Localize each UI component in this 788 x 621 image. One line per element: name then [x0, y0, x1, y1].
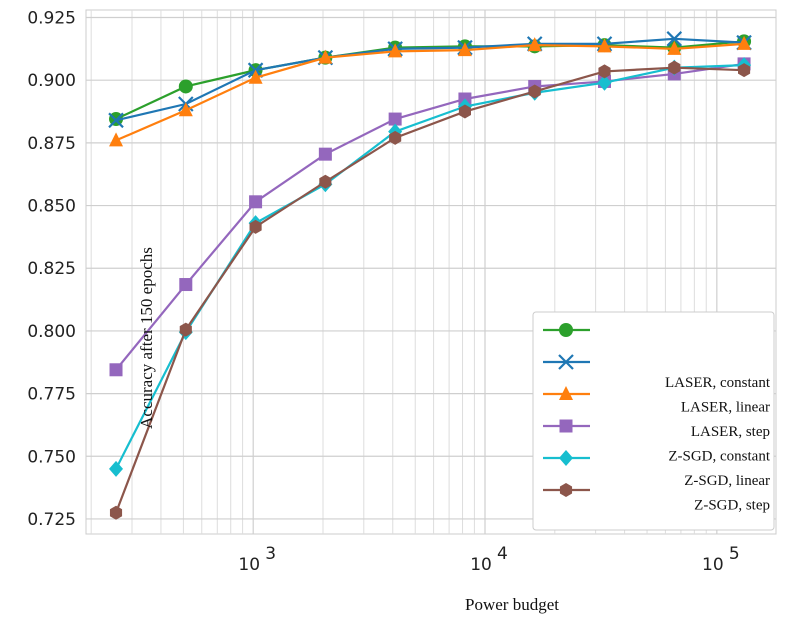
marker-x-stroke [558, 354, 574, 370]
marker-x [666, 31, 683, 47]
series-line [115, 37, 745, 122]
series-2 [109, 35, 752, 147]
y-axis-title: Accuracy after 150 epochs [137, 247, 156, 429]
series-line [115, 40, 745, 121]
legend-handle [543, 483, 590, 497]
legend-label: LASER, constant [665, 375, 771, 391]
y-tick-label: 0.925 [27, 9, 76, 29]
marker-square [179, 278, 193, 292]
legend-label: Z-SGD, step [694, 498, 770, 514]
marker-square [318, 147, 332, 161]
marker-triangle [737, 35, 752, 50]
y-tick-labels: 0.925 0.900 0.875 0.850 0.825 0.800 0.775 0.750… [27, 9, 76, 530]
marker-diamond [109, 460, 124, 477]
marker-square [388, 112, 402, 126]
x-tick-label: 10 [238, 555, 260, 575]
legend-handle [543, 450, 590, 466]
marker-triangle [318, 49, 333, 64]
legend-box [532, 311, 775, 531]
y-tick-label: 0.900 [27, 71, 76, 91]
marker-hexagon [179, 322, 192, 337]
y-tick-label: 0.850 [27, 197, 76, 217]
marker-square [249, 195, 263, 209]
x-tick-exponent: 4 [497, 544, 508, 564]
marker-hexagon [559, 483, 573, 497]
legend-handle [543, 354, 590, 370]
legend-label: Z-SGD, constant [668, 449, 770, 465]
marker-x [108, 112, 124, 129]
marker-square [109, 363, 123, 377]
marker-triangle [667, 40, 682, 55]
legend: LASER, constant LASER, linear LASER, step Z… [532, 311, 775, 531]
marker-hexagon [249, 219, 262, 234]
marker-square [559, 419, 573, 433]
marker-triangle [388, 43, 403, 58]
marker-hexagon [458, 104, 471, 119]
x-tick-label: 10 [702, 555, 724, 575]
marker-hexagon [528, 84, 541, 99]
legend-handle [543, 323, 590, 337]
marker-hexagon [668, 60, 681, 75]
marker-triangle [597, 38, 612, 53]
series-line [115, 42, 745, 142]
series-layer [108, 31, 752, 520]
marker-x-stroke [108, 112, 124, 129]
marker-triangle [248, 69, 263, 84]
marker-hexagon [598, 64, 611, 79]
marker-hexagon [319, 174, 332, 189]
marker-diamond [597, 74, 612, 91]
marker-triangle [457, 42, 472, 57]
legend-handle [543, 419, 590, 433]
marker-circle [559, 323, 573, 337]
y-tick-label: 0.825 [27, 259, 76, 279]
marker-circle [178, 79, 193, 94]
marker-triangle [559, 386, 573, 400]
legend-label: LASER, step [691, 424, 770, 440]
marker-hexagon [389, 130, 402, 145]
marker-triangle [527, 37, 542, 52]
marker-diamond [559, 450, 573, 466]
y-tick-label: 0.750 [27, 447, 76, 467]
x-tick-exponent: 3 [265, 544, 276, 564]
legend-handle [543, 386, 590, 400]
marker-x [558, 354, 574, 370]
x-axis-title: Power budget [465, 595, 559, 614]
legend-label: Z-SGD, linear [684, 473, 770, 489]
legend-label: LASER, linear [681, 400, 770, 416]
y-tick-label: 0.875 [27, 134, 76, 154]
y-tick-label: 0.725 [27, 510, 76, 530]
y-tick-label: 0.775 [27, 385, 76, 405]
x-tick-exponent: 5 [729, 544, 740, 564]
minor-grid [90, 10, 707, 534]
series-line [114, 66, 745, 514]
series-line [115, 62, 745, 371]
y-tick-label: 0.800 [27, 322, 76, 342]
marker-triangle [178, 102, 193, 117]
marker-triangle [109, 132, 124, 147]
marker-hexagon [738, 63, 751, 78]
x-tick-label: 10 [470, 555, 492, 575]
series-5 [109, 60, 751, 520]
major-grid [86, 10, 776, 534]
marker-hexagon [109, 505, 123, 520]
marker-x-stroke [666, 31, 683, 47]
